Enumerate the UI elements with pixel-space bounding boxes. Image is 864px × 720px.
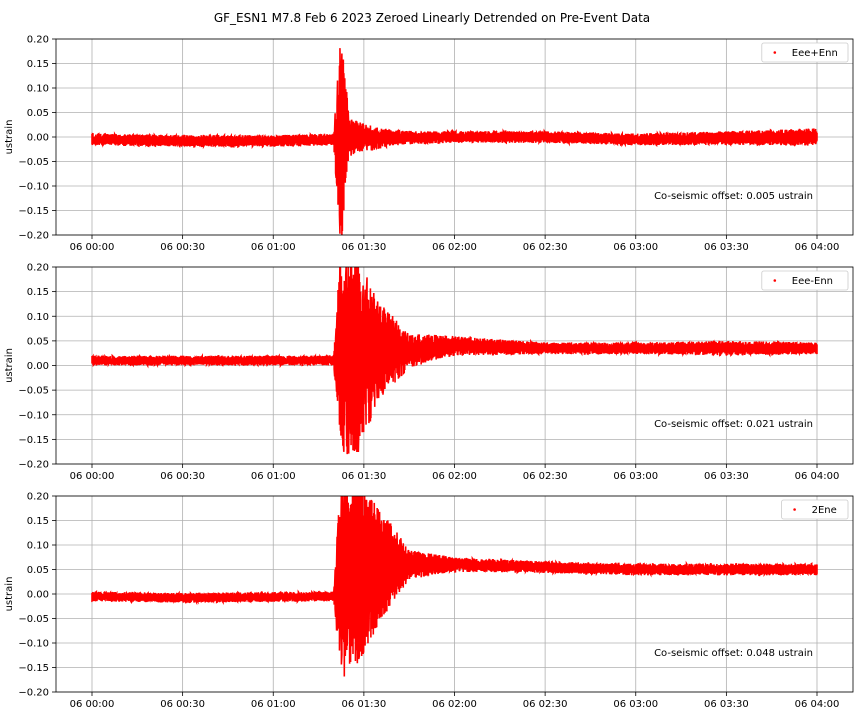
y-tick-label: 0.00	[27, 590, 49, 601]
legend-marker	[773, 51, 777, 54]
legend-label: Eee+Enn	[792, 48, 838, 59]
y-axis-label: ustrain	[4, 120, 15, 155]
y-tick-label: −0.05	[18, 386, 49, 397]
legend-label: 2Ene	[812, 505, 837, 516]
y-tick-label: −0.10	[18, 410, 49, 421]
x-tick-label: 06 02:30	[523, 471, 568, 482]
legend: 2Ene	[781, 499, 849, 520]
y-tick-label: −0.15	[18, 206, 49, 217]
y-tick-label: −0.10	[18, 182, 49, 193]
x-tick-label: 06 00:30	[160, 242, 205, 253]
legend-box	[761, 270, 849, 291]
y-tick-label: −0.05	[18, 614, 49, 625]
series-eee-enn	[91, 48, 818, 235]
x-tick-label: 06 00:00	[70, 471, 115, 482]
panel-2ene: 06 00:00 06 00:30 06 01:00 06 01:30 06 02:00…	[4, 492, 854, 710]
y-tick-label: 0.10	[27, 541, 49, 552]
x-tick-label: 06 03:00	[613, 242, 658, 253]
x-tick-label: 06 03:00	[613, 699, 658, 710]
x-tick-label: 06 04:00	[795, 699, 840, 710]
y-tick-label: 0.15	[27, 516, 49, 527]
x-tick-label: 06 03:30	[704, 471, 749, 482]
x-tick-label: 06 02:00	[432, 242, 477, 253]
offset-annotation: Co-seismic offset: 0.048 ustrain	[654, 648, 813, 659]
y-tick-label: 0.10	[27, 84, 49, 95]
legend-label: Eee-Enn	[792, 276, 833, 287]
series-eee-enn	[91, 267, 818, 455]
x-tick-label: 06 04:00	[795, 471, 840, 482]
y-axis-label: ustrain	[4, 348, 15, 383]
legend-marker	[773, 279, 777, 282]
y-tick-label: −0.20	[18, 231, 49, 242]
y-tick-label: −0.20	[18, 688, 49, 699]
x-tick-label: 06 02:30	[523, 699, 568, 710]
x-tick-label: 06 00:30	[160, 699, 205, 710]
y-tick-label: −0.15	[18, 663, 49, 674]
y-tick-label: 0.05	[27, 336, 49, 347]
x-tick-label: 06 02:00	[432, 471, 477, 482]
x-tick-label: 06 04:00	[795, 242, 840, 253]
x-tick-label: 06 01:30	[342, 242, 387, 253]
x-tick-label: 06 01:30	[342, 699, 387, 710]
x-tick-label: 06 03:30	[704, 242, 749, 253]
figure-title: GF_ESN1 M7.8 Feb 6 2023 Zeroed Linearly …	[213, 11, 651, 25]
legend-marker	[793, 508, 796, 511]
y-tick-label: 0.05	[27, 565, 49, 576]
y-tick-label: −0.05	[18, 157, 49, 168]
y-tick-label: 0.00	[27, 361, 49, 372]
series-2ene	[91, 496, 818, 677]
y-tick-label: 0.15	[27, 59, 49, 70]
x-tick-label: 06 01:30	[342, 471, 387, 482]
x-tick-label: 06 00:00	[70, 242, 115, 253]
x-tick-label: 06 00:00	[70, 699, 115, 710]
grid	[56, 495, 853, 693]
y-tick-label: 0.20	[27, 35, 49, 46]
offset-annotation: Co-seismic offset: 0.005 ustrain	[654, 191, 813, 202]
y-tick-label: 0.15	[27, 287, 49, 298]
y-tick-label: −0.20	[18, 460, 49, 471]
y-tick-label: −0.15	[18, 435, 49, 446]
y-tick-label: 0.20	[27, 263, 49, 274]
grid	[56, 266, 853, 465]
y-tick-label: 0.00	[27, 133, 49, 144]
panel-eee-minus-enn: 06 00:00 06 00:30 06 01:00 06 01:30 06 02:00…	[4, 263, 854, 482]
x-tick-label: 06 02:30	[523, 242, 568, 253]
legend: Eee+Enn	[761, 42, 849, 63]
y-tick-label: 0.20	[27, 492, 49, 503]
legend-box	[761, 42, 849, 63]
x-tick-label: 06 01:00	[251, 471, 296, 482]
y-tick-label: 0.10	[27, 312, 49, 323]
y-axis-label: ustrain	[4, 577, 15, 612]
x-tick-label: 06 03:30	[704, 699, 749, 710]
x-tick-label: 06 01:00	[251, 699, 296, 710]
y-tick-label: −0.10	[18, 639, 49, 650]
legend-box	[781, 499, 849, 520]
y-tick-label: 0.05	[27, 108, 49, 119]
panel-eee-plus-enn: 06 00:00 06 00:30 06 01:00 06 01:30 06 02:00…	[4, 35, 854, 253]
x-tick-label: 06 01:00	[251, 242, 296, 253]
x-tick-label: 06 03:00	[613, 471, 658, 482]
x-tick-label: 06 00:30	[160, 471, 205, 482]
legend: Eee-Enn	[761, 270, 849, 291]
offset-annotation: Co-seismic offset: 0.021 ustrain	[654, 419, 813, 430]
x-tick-label: 06 02:00	[432, 699, 477, 710]
